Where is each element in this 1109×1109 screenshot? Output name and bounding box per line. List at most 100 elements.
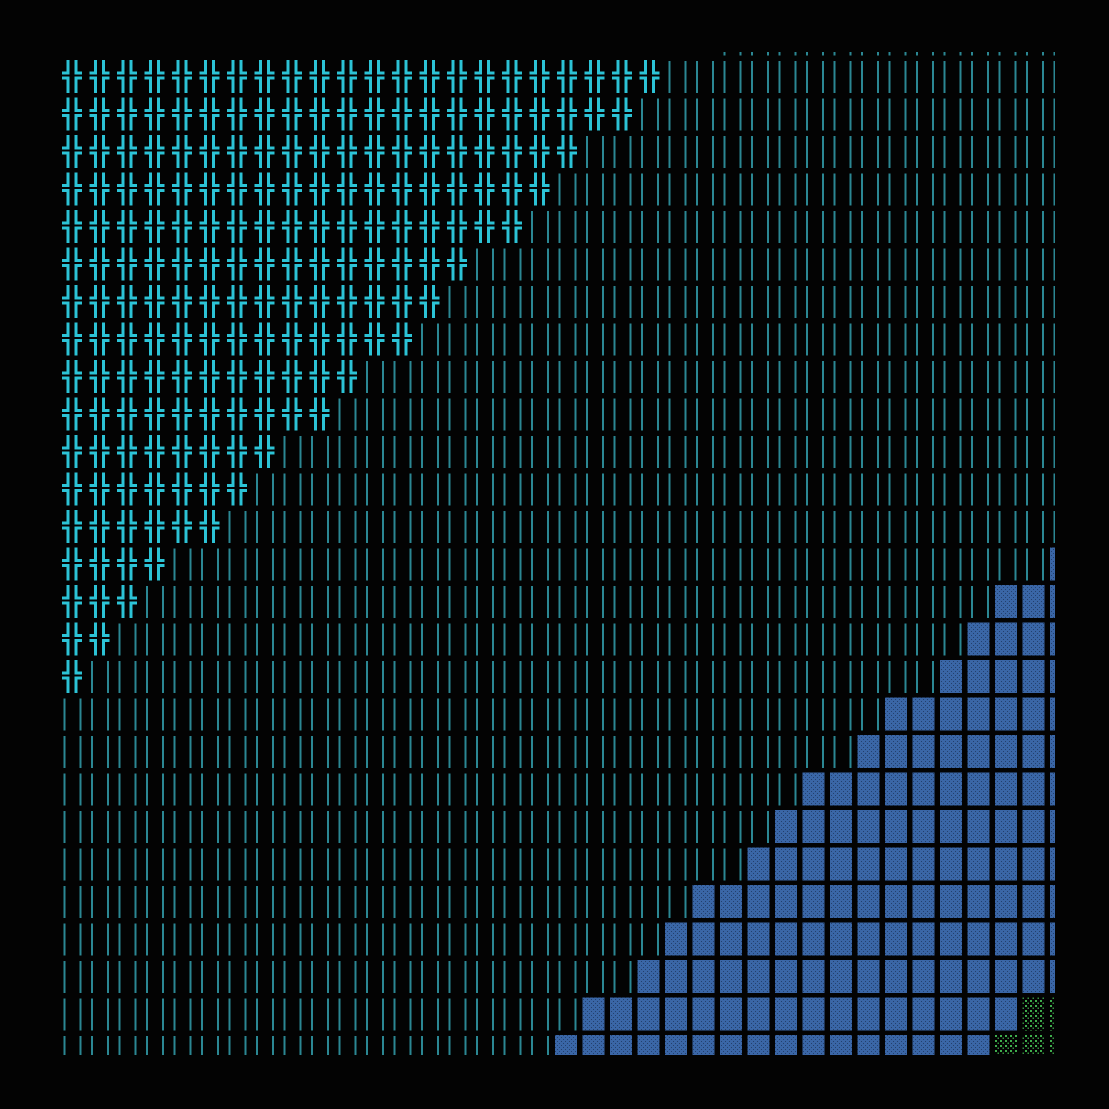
double-vertical-lines-icon bbox=[63, 998, 82, 1031]
double-vertical-lines-icon bbox=[366, 736, 384, 768]
double-vertical-lines-icon bbox=[613, 211, 632, 243]
double-vertical-lines-icon bbox=[476, 698, 494, 731]
double-vertical-lines-icon bbox=[778, 286, 797, 318]
textured-block-icon bbox=[912, 960, 935, 993]
double-vertical-lines-icon bbox=[173, 811, 192, 843]
double-cross-icon bbox=[282, 172, 302, 206]
double-cross-icon bbox=[392, 285, 412, 318]
double-vertical-lines-icon bbox=[723, 361, 742, 393]
double-vertical-lines-icon bbox=[283, 811, 302, 843]
double-cross-icon bbox=[254, 397, 275, 431]
double-vertical-lines-icon bbox=[531, 698, 549, 731]
double-vertical-lines-icon bbox=[393, 473, 412, 506]
double-cross-icon bbox=[89, 210, 110, 243]
double-vertical-lines-icon bbox=[888, 398, 907, 431]
double-vertical-lines-icon bbox=[668, 586, 687, 618]
textured-block-icon bbox=[885, 772, 907, 806]
double-vertical-lines-icon bbox=[723, 698, 742, 731]
double-vertical-lines-icon bbox=[228, 623, 247, 656]
double-vertical-lines-icon bbox=[696, 698, 714, 731]
double-vertical-lines-icon bbox=[503, 398, 522, 431]
double-vertical-lines-icon bbox=[448, 323, 467, 356]
double-vertical-lines-icon bbox=[668, 511, 687, 543]
double-cross-icon bbox=[227, 97, 247, 131]
textured-block-icon bbox=[802, 922, 825, 956]
double-cross-icon bbox=[502, 210, 522, 243]
double-vertical-lines-icon bbox=[916, 211, 934, 243]
double-vertical-lines-icon bbox=[283, 698, 302, 731]
double-cross-icon bbox=[227, 247, 247, 281]
double-vertical-lines-icon bbox=[558, 586, 577, 618]
textured-block-icon bbox=[995, 997, 1017, 1031]
textured-block-icon bbox=[995, 622, 1017, 656]
double-vertical-lines-icon bbox=[91, 961, 109, 993]
double-cross-icon bbox=[529, 135, 550, 168]
double-vertical-lines-icon bbox=[448, 548, 467, 581]
double-vertical-lines-icon bbox=[283, 623, 302, 656]
double-vertical-lines-icon bbox=[448, 998, 467, 1031]
textured-block-icon bbox=[912, 810, 935, 843]
double-cross-icon bbox=[199, 210, 220, 243]
double-cross-icon bbox=[364, 285, 385, 318]
double-vertical-lines-icon bbox=[228, 923, 247, 956]
double-vertical-lines-icon bbox=[723, 736, 742, 768]
double-vertical-lines-icon bbox=[558, 436, 577, 468]
double-cross-icon bbox=[89, 510, 110, 543]
double-vertical-lines-icon bbox=[338, 998, 357, 1031]
double-vertical-lines-icon bbox=[118, 1036, 137, 1055]
double-cross-icon bbox=[144, 397, 165, 431]
double-vertical-lines-icon bbox=[421, 473, 439, 506]
double-vertical-lines-icon bbox=[503, 661, 522, 693]
double-cross-icon bbox=[199, 435, 220, 468]
double-vertical-lines-icon bbox=[613, 886, 632, 918]
double-vertical-lines-icon bbox=[558, 548, 577, 581]
double-vertical-lines-icon bbox=[503, 248, 522, 281]
double-cross-icon bbox=[144, 285, 165, 318]
double-cross-icon bbox=[282, 60, 302, 93]
double-vertical-lines-icon bbox=[393, 511, 412, 543]
double-vertical-lines-icon bbox=[861, 623, 879, 656]
double-vertical-lines-icon bbox=[888, 98, 907, 131]
double-vertical-lines-icon bbox=[833, 323, 852, 356]
double-vertical-lines-icon bbox=[916, 173, 934, 206]
double-vertical-lines-icon bbox=[393, 1036, 412, 1055]
double-vertical-lines-icon bbox=[476, 248, 494, 281]
double-cross-icon bbox=[282, 247, 302, 281]
dotted-cell-icon bbox=[1050, 997, 1055, 1031]
double-cross-icon bbox=[584, 97, 605, 131]
double-vertical-lines-icon bbox=[778, 623, 797, 656]
double-vertical-lines-icon bbox=[366, 361, 384, 393]
double-vertical-lines-icon bbox=[63, 886, 82, 918]
double-vertical-lines-icon bbox=[393, 736, 412, 768]
double-vertical-lines-icon bbox=[916, 98, 934, 131]
double-vertical-lines-icon bbox=[338, 886, 357, 918]
double-vertical-lines-icon bbox=[558, 661, 577, 693]
double-vertical-lines-icon bbox=[201, 848, 219, 881]
double-vertical-lines-icon bbox=[586, 586, 604, 618]
double-vertical-lines-icon bbox=[63, 736, 82, 768]
double-vertical-lines-icon bbox=[393, 773, 412, 806]
double-vertical-lines-icon bbox=[448, 886, 467, 918]
double-vertical-lines-icon bbox=[833, 698, 852, 731]
double-vertical-lines-icon bbox=[91, 811, 109, 843]
double-cross-icon bbox=[117, 585, 137, 618]
double-vertical-lines-icon bbox=[421, 548, 439, 581]
textured-block-icon bbox=[1022, 697, 1045, 731]
double-vertical-lines-icon bbox=[366, 436, 384, 468]
double-vertical-lines-icon bbox=[256, 923, 274, 956]
double-cross-icon bbox=[62, 585, 82, 618]
double-vertical-lines-icon bbox=[283, 436, 302, 468]
double-vertical-lines-icon bbox=[503, 1036, 522, 1055]
double-vertical-lines-icon bbox=[256, 661, 274, 693]
double-vertical-lines-icon bbox=[641, 811, 659, 843]
double-vertical-lines-icon bbox=[503, 361, 522, 393]
double-vertical-lines-icon bbox=[861, 323, 879, 356]
double-vertical-lines-icon bbox=[311, 511, 329, 543]
double-vertical-lines-icon bbox=[338, 698, 357, 731]
double-vertical-lines-icon bbox=[311, 923, 329, 956]
double-vertical-lines-icon bbox=[888, 623, 907, 656]
double-vertical-lines-icon bbox=[641, 661, 659, 693]
double-vertical-lines-icon bbox=[448, 511, 467, 543]
double-cross-icon bbox=[282, 360, 302, 393]
textured-block-icon bbox=[912, 1035, 935, 1055]
